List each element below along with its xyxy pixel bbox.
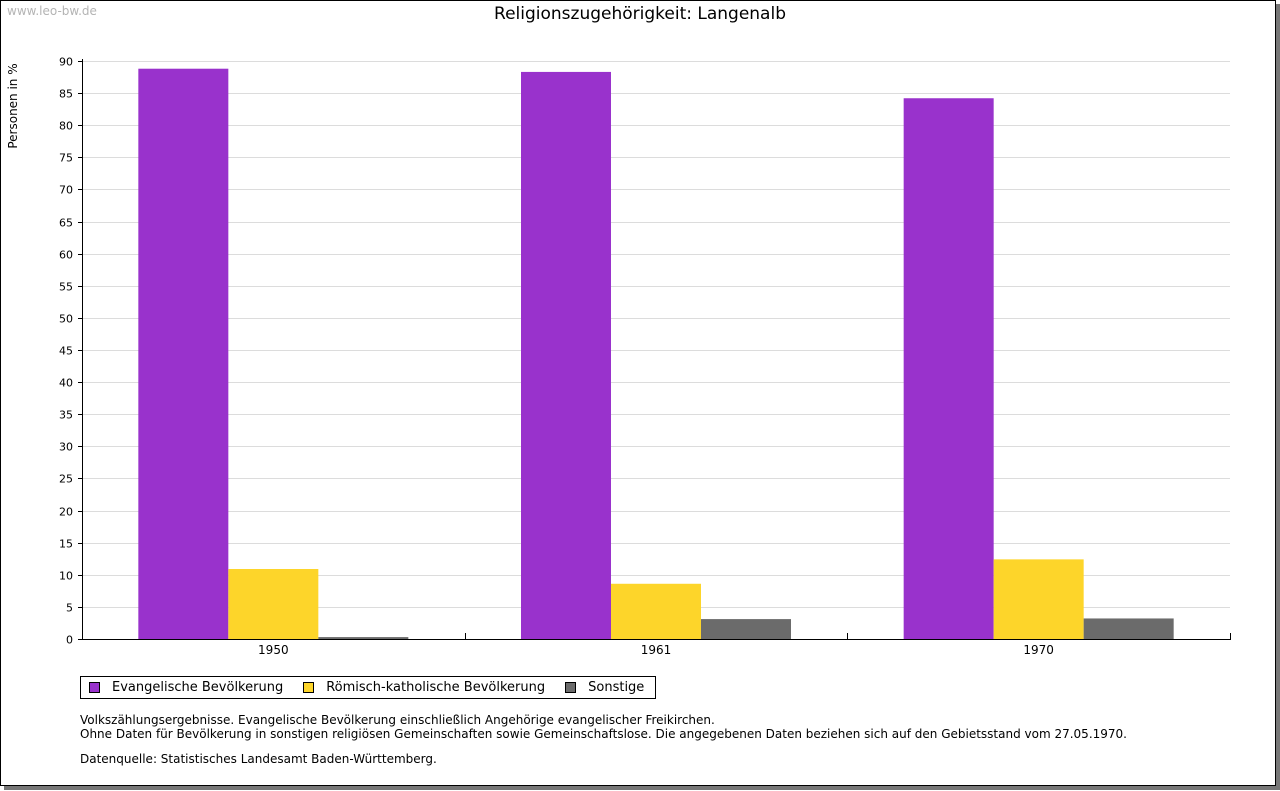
y-tick-label: 75 <box>59 152 73 165</box>
legend-swatch-evangelisch <box>89 682 100 693</box>
bar <box>521 71 611 639</box>
data-source: Datenquelle: Statistisches Landesamt Bad… <box>80 752 437 766</box>
y-tick-label: 40 <box>59 377 73 390</box>
legend-swatch-sonstige <box>565 682 577 693</box>
chart-title: Religionszugehörigkeit: Langenalb <box>494 4 786 24</box>
x-tick-label: 1970 <box>1023 643 1054 657</box>
y-tick-label: 15 <box>59 538 73 551</box>
legend: Evangelische Bevölkerung Römisch-katholi… <box>80 676 657 699</box>
legend-label-evangelisch: Evangelische Bevölkerung <box>112 680 284 695</box>
y-tick-label: 45 <box>59 345 73 358</box>
legend-label-katholisch: Römisch-katholische Bevölkerung <box>326 680 546 695</box>
bar <box>228 568 319 639</box>
y-tick-label: 85 <box>59 88 73 101</box>
x-tick-label: 1961 <box>641 643 672 657</box>
y-tick-label: 30 <box>59 441 73 454</box>
legend-item-katholisch: Römisch-katholische Bevölkerung <box>303 680 545 695</box>
note-line-1: Volkszählungsergebnisse. Evangelische Be… <box>80 713 715 727</box>
y-tick-label: 50 <box>59 313 73 326</box>
y-tick-label: 25 <box>59 473 73 486</box>
y-tick-label: 20 <box>59 506 73 519</box>
y-tick-label: 60 <box>59 249 73 262</box>
y-tick-label: 35 <box>59 409 73 422</box>
y-tick-label: 5 <box>66 602 73 615</box>
note-line-2: Ohne Daten für Bevölkerung in sonstigen … <box>80 727 1127 741</box>
x-tick-label: 1950 <box>258 643 289 657</box>
y-tick-label: 70 <box>59 184 73 197</box>
chart-notes: Volkszählungsergebnisse. Evangelische Be… <box>80 713 1127 741</box>
watermark: www.leo-bw.de <box>7 4 97 18</box>
legend-item-sonstige: Sonstige <box>565 680 644 695</box>
bar <box>701 619 791 639</box>
bar <box>993 559 1084 639</box>
y-tick-label: 0 <box>66 634 73 647</box>
y-tick-label: 80 <box>59 120 73 133</box>
y-tick-label: 90 <box>59 56 73 69</box>
bar-chart: 0 5 10 15 20 25 30 35 40 45 50 55 60 65 70 75 80 85 90 1950… <box>59 56 1231 657</box>
bar <box>611 583 701 639</box>
legend-item-evangelisch: Evangelische Bevölkerung <box>89 680 283 695</box>
bar <box>318 637 409 639</box>
bar <box>903 98 994 639</box>
bar <box>1083 618 1174 639</box>
legend-label-sonstige: Sonstige <box>588 680 645 695</box>
y-tick-label: 65 <box>59 217 73 230</box>
y-tick-label: 10 <box>59 570 73 583</box>
bar <box>138 68 229 639</box>
legend-swatch-katholisch <box>303 682 315 693</box>
y-tick-label: 55 <box>59 281 73 294</box>
